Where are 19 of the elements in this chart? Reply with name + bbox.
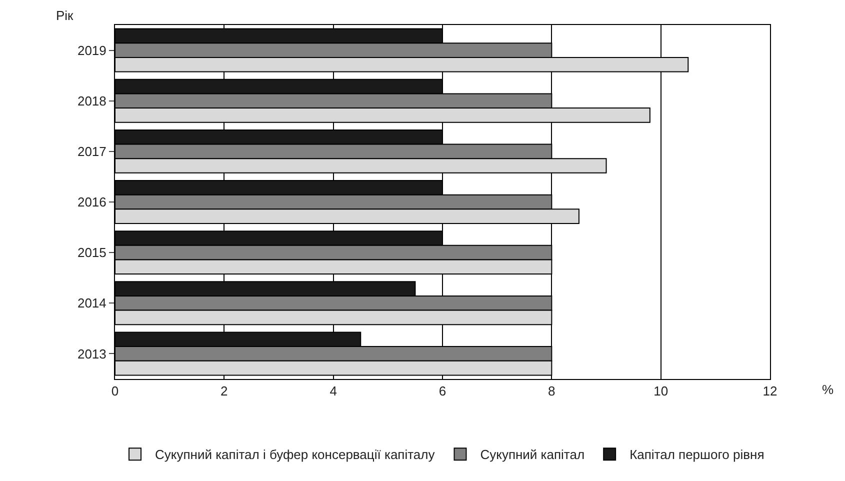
y-tick-label: 2019 [77,42,106,58]
x-tick-label: 4 [330,384,337,399]
x-tick-label: 8 [548,384,556,399]
x-tick-label: 10 [654,384,668,399]
legend-label: Сукупний капітал [480,447,585,462]
y-tick-label: 2015 [77,245,106,260]
y-axis-title: Рік [56,8,74,23]
y-tick-label: 2017 [77,144,106,159]
y-tick-label: 2018 [77,93,106,108]
x-tick-label: 2 [220,384,228,399]
y-tick-label: 2016 [77,194,106,210]
x-tick-label: 12 [762,384,778,399]
legend-label: Сукупний капітал і буфер консервації капіталу [155,447,436,462]
x-axis-title: % [822,382,834,397]
x-tick-label: 0 [111,384,119,399]
y-tick-label: 2014 [77,296,106,311]
x-tick-label: 6 [438,384,446,399]
y-tick-label: 2013 [77,346,106,362]
legend-label: Капітал першого рівня [630,447,764,462]
